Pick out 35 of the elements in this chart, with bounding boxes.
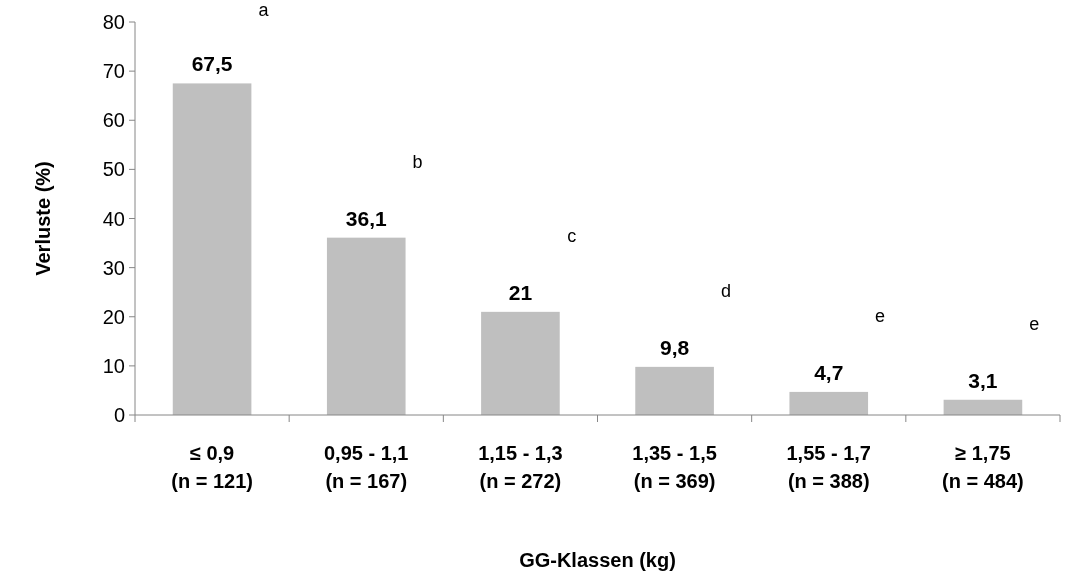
x-tick-label: ≥ 1,75 (n = 484): [942, 442, 1024, 492]
x-tick-label: ≤ 0,9 (n = 121): [171, 442, 253, 492]
data-label: 9,8: [659, 335, 690, 359]
data-label: 67,5: [191, 52, 233, 76]
bar: [481, 311, 560, 415]
y-tick-label: 60: [102, 109, 125, 132]
annotation: d: [720, 280, 731, 301]
annotation: b: [412, 151, 423, 172]
y-tick-label: 10: [102, 354, 125, 377]
y-axis-title: Verluste (%): [32, 161, 54, 276]
bar: [943, 399, 1023, 415]
bar: [789, 391, 869, 415]
bar: [635, 366, 714, 415]
x-tick-label: 1,35 - 1,5 (n = 369): [632, 442, 717, 492]
data-label: 4,7: [814, 360, 844, 384]
bar: [326, 237, 406, 415]
annotation: e: [1029, 313, 1040, 334]
y-tick-label: 50: [102, 158, 125, 181]
annotation: c: [567, 225, 577, 246]
bar: [172, 83, 252, 415]
x-tick-label: 0,95 - 1,1 (n = 167): [323, 442, 409, 492]
annotation: e: [875, 305, 886, 326]
x-axis-title: GG-Klassen (kg): [519, 549, 676, 571]
text: a: [258, 0, 270, 20]
data-label: 3,1: [968, 368, 998, 392]
y-tick-label: 80: [102, 11, 125, 33]
x-tick-label: 1,15 - 1,3 (n = 272): [478, 442, 563, 492]
y-tick-label: 70: [102, 60, 125, 83]
data-label: 21: [508, 280, 533, 304]
y-tick-label: 30: [102, 256, 125, 279]
x-tick-label: 1,55 - 1,7 (n = 388): [786, 442, 872, 492]
data-label: 36,1: [345, 206, 388, 230]
y-tick-label: 0: [113, 404, 125, 426]
y-tick-label: 20: [102, 305, 125, 328]
y-tick-label: 40: [102, 207, 125, 230]
